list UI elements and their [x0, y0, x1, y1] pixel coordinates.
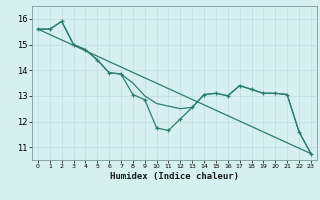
- X-axis label: Humidex (Indice chaleur): Humidex (Indice chaleur): [110, 172, 239, 181]
